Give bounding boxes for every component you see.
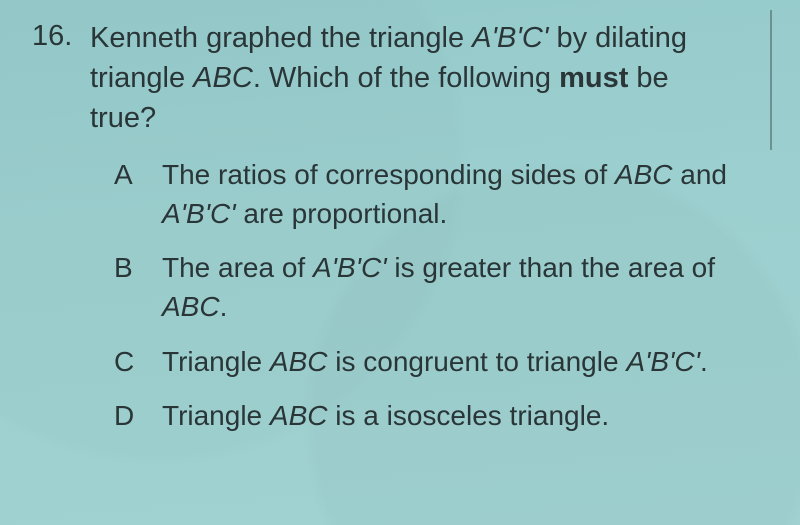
option-text: Triangle ABC is a isosceles triangle. bbox=[162, 397, 609, 436]
triangle-label: ABC bbox=[270, 400, 328, 431]
options-list: A The ratios of corresponding sides of A… bbox=[28, 156, 770, 436]
text-segment: is a isosceles triangle. bbox=[327, 400, 609, 431]
option-a[interactable]: A The ratios of corresponding sides of A… bbox=[114, 156, 770, 233]
triangle-label: A'B'C' bbox=[626, 346, 700, 377]
text-segment: Triangle bbox=[162, 400, 270, 431]
option-text: Triangle ABC is congruent to triangle A'… bbox=[162, 343, 708, 382]
vertical-rule bbox=[770, 10, 772, 150]
text-segment: . bbox=[220, 291, 228, 322]
option-c[interactable]: C Triangle ABC is congruent to triangle … bbox=[114, 343, 770, 382]
option-letter: B bbox=[114, 249, 162, 288]
stem-triangle: ABC bbox=[193, 62, 253, 94]
text-segment: The area of bbox=[162, 252, 313, 283]
option-letter: A bbox=[114, 156, 162, 195]
option-letter: D bbox=[114, 397, 162, 436]
text-segment: are proportional. bbox=[236, 198, 448, 229]
text-segment: is greater than the area of bbox=[387, 252, 715, 283]
triangle-label: ABC bbox=[615, 159, 673, 190]
triangle-label: ABC bbox=[162, 291, 220, 322]
question-stem: Kenneth graphed the triangle A'B'C' by d… bbox=[90, 18, 730, 138]
option-d[interactable]: D Triangle ABC is a isosceles triangle. bbox=[114, 397, 770, 436]
option-text: The area of A'B'C' is greater than the a… bbox=[162, 249, 770, 326]
triangle-label: ABC bbox=[270, 346, 328, 377]
stem-triangle-prime: A'B'C' bbox=[472, 22, 556, 54]
option-b[interactable]: B The area of A'B'C' is greater than the… bbox=[114, 249, 770, 326]
page: 16. Kenneth graphed the triangle A'B'C' … bbox=[0, 0, 800, 525]
question-number: 16. bbox=[28, 18, 90, 56]
stem-emphasis: must bbox=[559, 62, 628, 94]
text-segment: . bbox=[700, 346, 708, 377]
option-letter: C bbox=[114, 343, 162, 382]
text-segment: is congruent to triangle bbox=[327, 346, 626, 377]
text-segment: and bbox=[673, 159, 728, 190]
question-block: 16. Kenneth graphed the triangle A'B'C' … bbox=[28, 18, 770, 138]
stem-text: . Which of the following bbox=[253, 62, 559, 94]
text-segment: The ratios of corresponding sides of bbox=[162, 159, 615, 190]
triangle-label: A'B'C' bbox=[162, 198, 236, 229]
text-segment: Triangle bbox=[162, 346, 270, 377]
triangle-label: A'B'C' bbox=[313, 252, 387, 283]
option-text: The ratios of corresponding sides of ABC… bbox=[162, 156, 770, 233]
stem-text: Kenneth graphed the triangle bbox=[90, 22, 472, 54]
